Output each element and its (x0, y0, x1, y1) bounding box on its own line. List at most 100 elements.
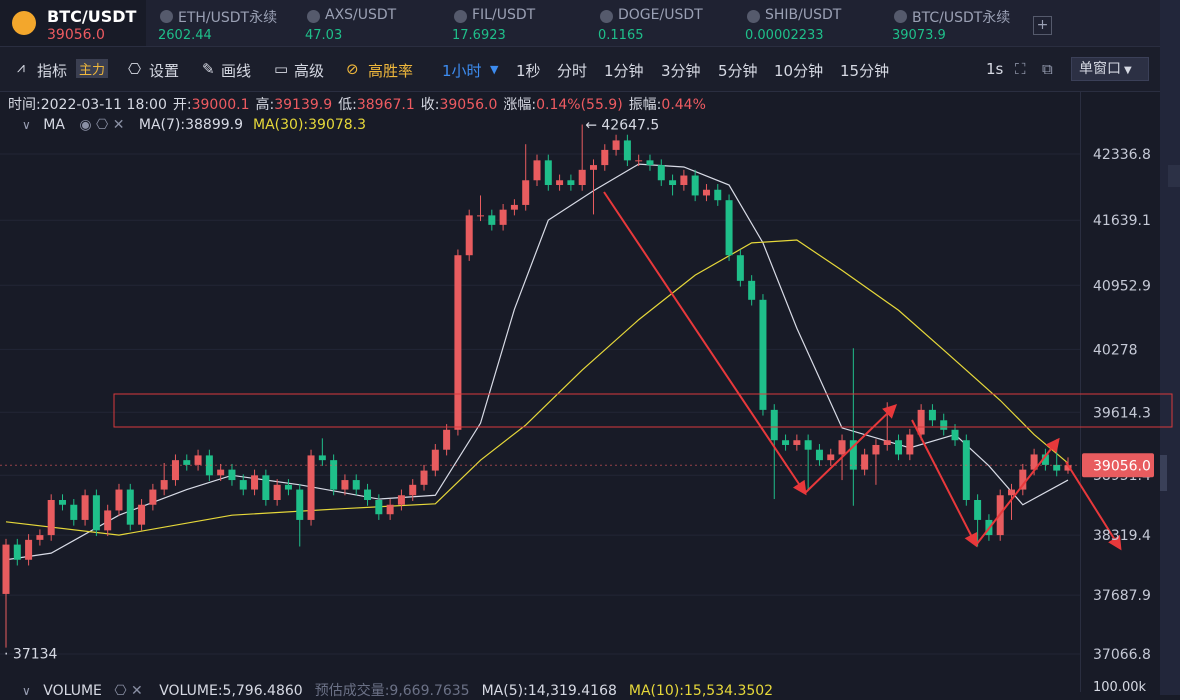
candle-body (827, 454, 835, 461)
y-tick-label: 37066.8 (1093, 647, 1151, 663)
candle-body (510, 204, 518, 210)
candle-body (228, 469, 236, 481)
candle-body (262, 475, 270, 500)
candle-body (477, 215, 485, 217)
icons[interactable]: ⎔ ✕ (114, 683, 143, 699)
interval-button[interactable]: 1分钟 (604, 62, 644, 80)
dropdown-caret[interactable]: ▼ (490, 63, 499, 76)
candle-body (330, 460, 338, 490)
add-tab[interactable]: + (1033, 16, 1052, 35)
candle-body (917, 409, 925, 435)
speed-button[interactable]: 1s (986, 60, 1004, 78)
advanced-button[interactable]: 高级 (294, 62, 325, 80)
current-price-label: 39056.0 (1093, 458, 1151, 474)
toolbar: ⩘ 指标 主力 ⎔ 设置 ✎ 画线 ▭ 高级 ⊘ 高胜率 1小时 ▼ 1秒 分时 1… (0, 47, 1160, 92)
interval-button[interactable]: 3分钟 (661, 62, 701, 80)
trend-line[interactable] (804, 404, 898, 494)
ohlc-info: 时间:2022-03-11 18:00 开:39000.1 高:39139.9 低:3… (8, 94, 706, 114)
tab[interactable]: FIL/USDT 17.6923 (452, 0, 592, 46)
ma-legend-item: MA(30):39078.3 (253, 117, 366, 133)
candle-body (409, 484, 417, 496)
candle-body (567, 180, 575, 186)
arrow: ← (585, 118, 601, 134)
volume-value: 5,796.4860 (222, 683, 303, 699)
info-item: 振幅:0.44% (629, 97, 706, 113)
info-item: 时间:2022-03-11 18:00 (8, 97, 167, 113)
y-tick-label: 40278 (1093, 342, 1138, 358)
info-label: 收: (420, 97, 440, 113)
tab[interactable]: AXS/USDT 47.03 (305, 0, 445, 46)
interval-button[interactable]: 5分钟 (718, 62, 758, 80)
volume-label: VOLUME: (159, 683, 223, 699)
tab-bar: BTC/USDT 39056.0 ETH/USDT永续 2602.44 AXS/US… (0, 0, 1160, 47)
draw-button[interactable]: 画线 (221, 62, 252, 80)
tab[interactable]: ETH/USDT永续 2602.44 (158, 0, 298, 46)
interval-button[interactable]: 1秒 (516, 62, 541, 80)
interval-button[interactable]: 15分钟 (840, 62, 890, 80)
candle-body (702, 189, 710, 196)
tab-price: 47.03 (305, 28, 343, 43)
y-tick-label: 40952.9 (1093, 278, 1151, 294)
info-item: 收:39056.0 (421, 97, 498, 113)
candle-body (307, 455, 315, 520)
candle-body (443, 429, 451, 450)
candle-body (251, 475, 259, 490)
fullscreen-icon[interactable]: ⛶ (1015, 60, 1026, 78)
candle-body (793, 440, 801, 445)
screenshot-icon[interactable]: ⧉ (1042, 60, 1053, 78)
volume-axis-label: 100.00k (1093, 680, 1147, 695)
main-badge[interactable]: 主力 (76, 59, 109, 78)
trend-line[interactable] (911, 419, 978, 548)
candle-body (578, 169, 586, 186)
trend-line[interactable] (1065, 461, 1122, 551)
candle-body (138, 504, 146, 525)
tab[interactable]: SHIB/USDT 0.00002233 (745, 0, 885, 46)
win-rate-button[interactable]: 高胜率 (368, 62, 414, 80)
indicator-button[interactable]: 指标 (37, 62, 68, 80)
volume-item: MA(5):14,319.4168 (482, 683, 617, 699)
candle-body (623, 140, 631, 161)
interval-button[interactable]: 10分钟 (774, 62, 824, 80)
collapse-icon[interactable]: ∨ (22, 118, 31, 132)
y-tick-label: 38319.4 (1093, 528, 1151, 544)
ma-line (5, 163, 1069, 561)
window-select[interactable]: 单窗口 ▼ (1071, 57, 1149, 81)
candle-body (194, 455, 202, 465)
candle-body (680, 175, 688, 186)
info-label: 时间: (8, 97, 41, 113)
info-value: 39000.1 (191, 97, 250, 113)
interval-button[interactable]: 分时 (557, 62, 588, 80)
ma-name: MA(7): (138, 117, 186, 133)
volume-item: MA(10):15,534.3502 (629, 683, 773, 699)
caret: ▼ (1124, 65, 1132, 76)
candle-body (318, 455, 326, 461)
candle-body (759, 299, 767, 410)
trend-line[interactable] (975, 437, 1060, 546)
interval-selected[interactable]: 1小时 (442, 62, 482, 80)
tab-symbol: DOGE/USDT (618, 7, 703, 23)
drawn-zone[interactable] (113, 393, 1173, 428)
icons[interactable]: ◉ ⎔ ✕ (79, 117, 125, 133)
trend-lines[interactable] (603, 191, 1122, 551)
candle-body (815, 449, 823, 461)
tab[interactable]: DOGE/USDT 0.1165 (598, 0, 738, 46)
side-handle[interactable] (1160, 455, 1167, 491)
candle-body (1030, 454, 1038, 470)
candle-body (589, 165, 597, 170)
collapse-icon[interactable]: ∨ (22, 684, 31, 698)
y-tick-label: 41639.1 (1093, 213, 1151, 229)
settings-button[interactable]: 设置 (149, 62, 180, 80)
ma-legend: ∨ MA ◉ ⎔ ✕ MA(7):38899.9 MA(30):39078.3 (22, 117, 366, 133)
ma-name: MA(30): (253, 117, 309, 133)
candle-body (431, 449, 439, 471)
icon: ✎ (202, 60, 215, 78)
tab[interactable]: BTC/USDT永续 39073.9 (892, 0, 1032, 46)
candle-body (92, 495, 100, 531)
trend-line[interactable] (603, 191, 807, 496)
y-tick-label: 39614.3 (1093, 405, 1151, 421)
candle-body (375, 500, 383, 515)
side-tab[interactable] (1168, 165, 1180, 187)
window-label: 单窗口 (1079, 61, 1121, 77)
tab-active[interactable]: BTC/USDT 39056.0 (0, 0, 146, 46)
candle-body (544, 160, 552, 186)
